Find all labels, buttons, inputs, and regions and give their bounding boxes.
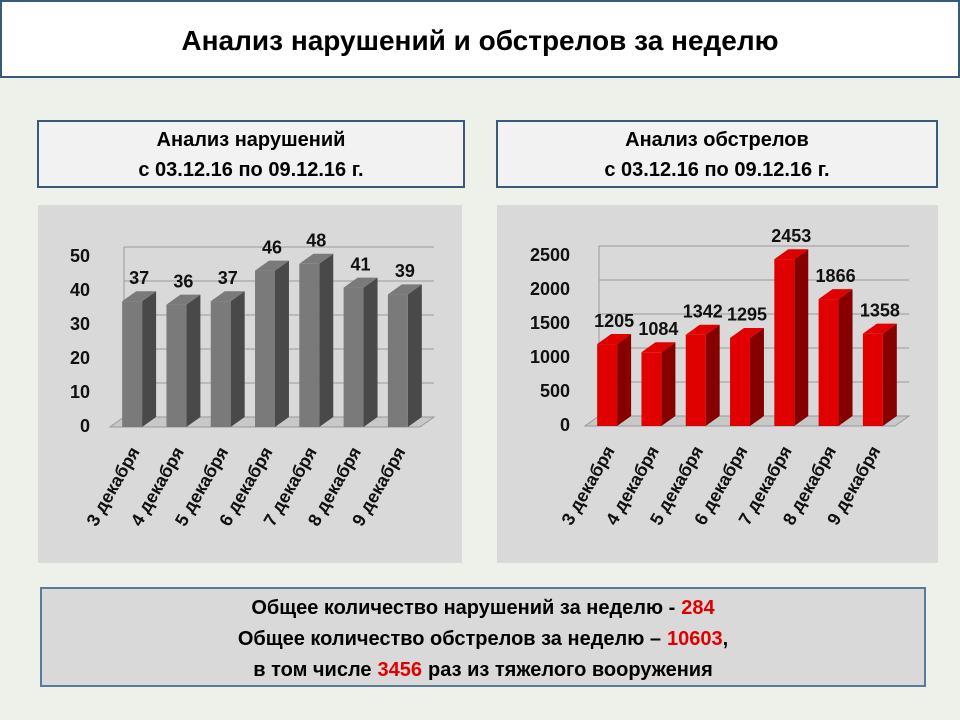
slide-title: Анализ нарушений и обстрелов за неделю — [0, 0, 960, 78]
bar-top — [597, 334, 632, 345]
bar-side — [882, 323, 897, 426]
data-label: 1205 — [594, 311, 634, 331]
bar — [210, 301, 231, 427]
y-tick-label: 2000 — [530, 279, 570, 299]
y-tick-label: 500 — [540, 381, 570, 401]
y-tick-label: 40 — [70, 280, 90, 300]
bar-top — [210, 291, 245, 302]
data-label: 39 — [395, 261, 415, 281]
bar-top — [862, 323, 897, 334]
bar-top — [122, 291, 157, 302]
summary-text: раз из тяжелого вооружения — [428, 659, 713, 681]
summary: Общее количество нарушений за неделю -28… — [40, 587, 926, 687]
bar — [730, 337, 750, 426]
bar — [255, 270, 275, 427]
bar — [343, 287, 364, 427]
bar — [774, 259, 795, 426]
data-label: 1358 — [860, 300, 900, 320]
bar-side — [617, 334, 632, 426]
data-label: 36 — [173, 271, 193, 291]
summary-text: Общее количество обстрелов за неделю – — [237, 628, 661, 650]
bar-side — [705, 324, 720, 426]
bar — [685, 334, 706, 426]
data-label: 1342 — [683, 301, 723, 321]
chart-title: Анализ обстрелов — [625, 129, 809, 151]
y-tick-label: 1000 — [530, 347, 570, 367]
data-label: 37 — [218, 268, 238, 288]
chart-header: Анализ нарушений с 03.12.16 по 09.12.16 … — [37, 120, 465, 188]
bar-top — [774, 249, 809, 260]
summary-line: Общее количество обстрелов за неделю –10… — [42, 624, 924, 655]
summary-text: , — [722, 628, 729, 650]
data-label: 1866 — [816, 266, 856, 286]
data-label: 48 — [306, 231, 326, 251]
data-label: 41 — [351, 254, 371, 274]
bar-top — [299, 253, 334, 264]
y-tick-label: 50 — [70, 246, 90, 266]
y-tick-label: 2500 — [530, 245, 570, 265]
bar — [862, 333, 883, 426]
bar-side — [749, 327, 764, 426]
bar-top — [685, 324, 720, 335]
summary-value: 284 — [681, 597, 715, 619]
summary-line: в том числе 3456 раз из тяжелого вооружени… — [42, 655, 924, 686]
y-tick-label: 20 — [70, 348, 90, 368]
data-label: 1295 — [727, 305, 767, 325]
bar-top — [166, 294, 201, 305]
bar-side — [661, 342, 676, 426]
chart-title: Анализ нарушений — [156, 129, 346, 151]
bar-top — [641, 342, 676, 353]
y-tick-label: 1500 — [530, 313, 570, 333]
summary-text: Общее количество нарушений за неделю - — [251, 597, 676, 619]
y-tick-label: 10 — [70, 382, 90, 402]
bar — [597, 344, 618, 426]
summary-value: 10603 — [666, 628, 723, 650]
bar-top — [818, 289, 853, 300]
summary-line: Общее количество нарушений за неделю -28… — [42, 593, 924, 624]
data-label: 2453 — [771, 226, 811, 246]
bar-side — [274, 260, 289, 427]
chart-header: Анализ обстрелов с 03.12.16 по 09.12.16 … — [496, 120, 938, 188]
data-label: 1084 — [638, 319, 678, 339]
bar-side — [838, 289, 853, 426]
chart-subtitle: с 03.12.16 по 09.12.16 г. — [138, 159, 364, 181]
bar — [387, 294, 408, 427]
bar-top — [730, 327, 764, 338]
bar-side — [319, 253, 334, 427]
y-tick-label: 0 — [560, 415, 570, 435]
bar-side — [142, 291, 157, 427]
bar-side — [407, 284, 422, 427]
summary-text: в том числе — [253, 659, 372, 681]
summary-value: 3456 — [377, 659, 423, 681]
bar — [299, 263, 320, 427]
bar — [641, 352, 662, 426]
y-tick-label: 30 — [70, 314, 90, 334]
bar — [122, 301, 143, 427]
data-label: 46 — [262, 237, 282, 257]
bar-top — [255, 260, 289, 271]
bar — [166, 304, 187, 427]
chart-subtitle: с 03.12.16 по 09.12.16 г. — [604, 159, 830, 181]
y-tick-label: 0 — [80, 416, 90, 436]
bar-side — [794, 249, 809, 426]
data-label: 37 — [129, 268, 149, 288]
bar-side — [363, 277, 378, 427]
bar-side — [186, 294, 201, 427]
bar — [818, 299, 839, 426]
bar-top — [387, 284, 422, 295]
bar-top — [343, 277, 378, 288]
bar-side — [230, 291, 245, 427]
